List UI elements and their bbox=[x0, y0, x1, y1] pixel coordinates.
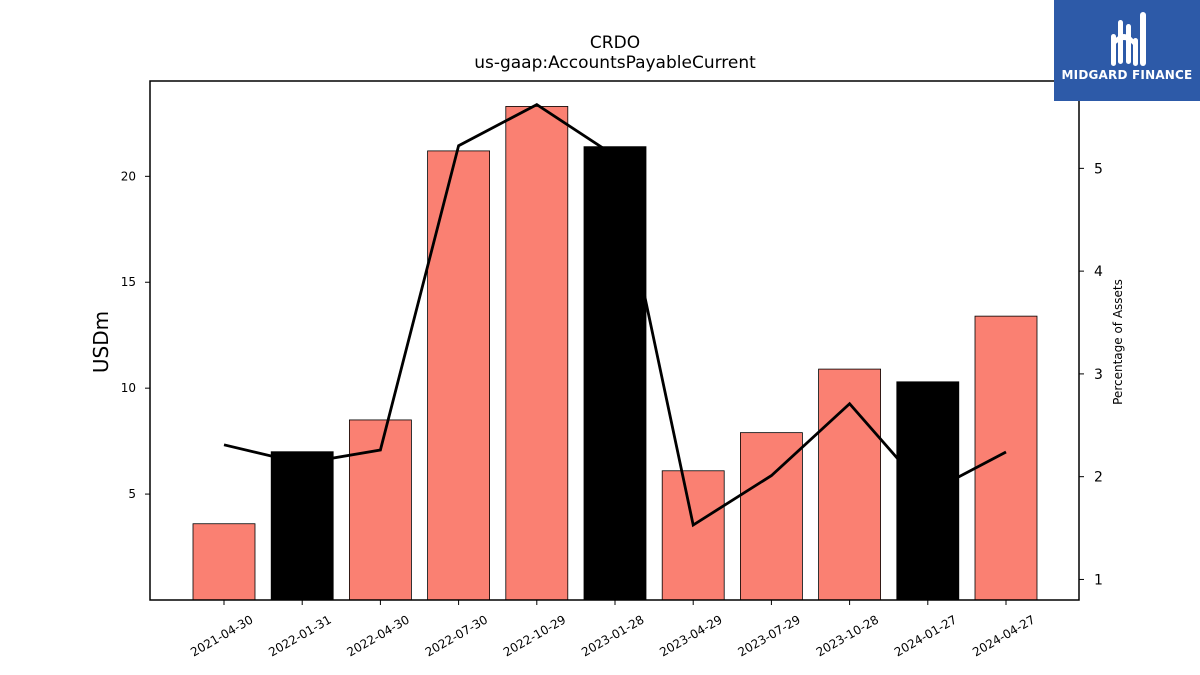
y2-tick-label: 2 bbox=[1094, 470, 1103, 486]
y-tick-label: 5 bbox=[128, 487, 136, 501]
chart-title: CRDO bbox=[590, 33, 640, 53]
bar-group bbox=[192, 106, 1038, 601]
x-tick-label: 2022-07-30 bbox=[423, 612, 490, 659]
y-tick-label: 10 bbox=[121, 381, 136, 395]
y-axis-right: 1 2 3 4 5 bbox=[1079, 161, 1103, 588]
logo-text: MIDGARD FINANCE bbox=[1061, 68, 1193, 82]
y2-tick-label: 1 bbox=[1094, 572, 1103, 588]
x-tick-label: 2023-04-29 bbox=[657, 612, 724, 659]
x-tick-label: 2022-10-29 bbox=[501, 612, 568, 659]
y2-tick-label: 5 bbox=[1094, 161, 1103, 177]
y2-tick-label: 3 bbox=[1094, 367, 1103, 383]
bar bbox=[740, 432, 803, 601]
chart-subtitle: us-gaap:AccountsPayableCurrent bbox=[474, 53, 756, 73]
brand-logo: MIDGARD FINANCE bbox=[1054, 0, 1200, 101]
x-tick-label: 2024-04-27 bbox=[970, 612, 1037, 659]
bar bbox=[661, 470, 725, 601]
bar bbox=[270, 451, 334, 601]
y-tick-label: 15 bbox=[121, 275, 136, 289]
bar bbox=[505, 106, 569, 601]
x-tick-label: 2023-07-29 bbox=[735, 612, 802, 659]
y-axis-left-label: USDm bbox=[89, 311, 113, 373]
x-tick-label: 2024-01-27 bbox=[892, 612, 959, 659]
x-tick-label: 2023-01-28 bbox=[579, 612, 646, 659]
bar bbox=[583, 146, 647, 601]
bar bbox=[974, 315, 1038, 601]
logo-mark-icon bbox=[1111, 12, 1146, 66]
x-tick-label: 2021-04-30 bbox=[188, 612, 255, 659]
y-axis-left: 5 10 15 20 bbox=[121, 169, 150, 501]
line-group bbox=[223, 102, 1007, 528]
x-tick-label: 2022-04-30 bbox=[344, 612, 411, 659]
y2-tick-label: 4 bbox=[1094, 264, 1103, 280]
x-axis: 2021-04-30 2022-01-31 2022-04-30 2022-07-30… bbox=[188, 600, 1038, 659]
bar bbox=[896, 381, 960, 601]
bar bbox=[427, 150, 491, 601]
x-tick-label: 2022-01-31 bbox=[266, 612, 333, 659]
y-tick-label: 20 bbox=[121, 169, 136, 183]
series-line bbox=[223, 102, 1007, 528]
bar bbox=[192, 523, 256, 601]
y-axis-right-label: Percentage of Assets bbox=[1111, 279, 1125, 405]
x-tick-label: 2023-10-28 bbox=[814, 612, 881, 659]
bar bbox=[818, 368, 881, 601]
